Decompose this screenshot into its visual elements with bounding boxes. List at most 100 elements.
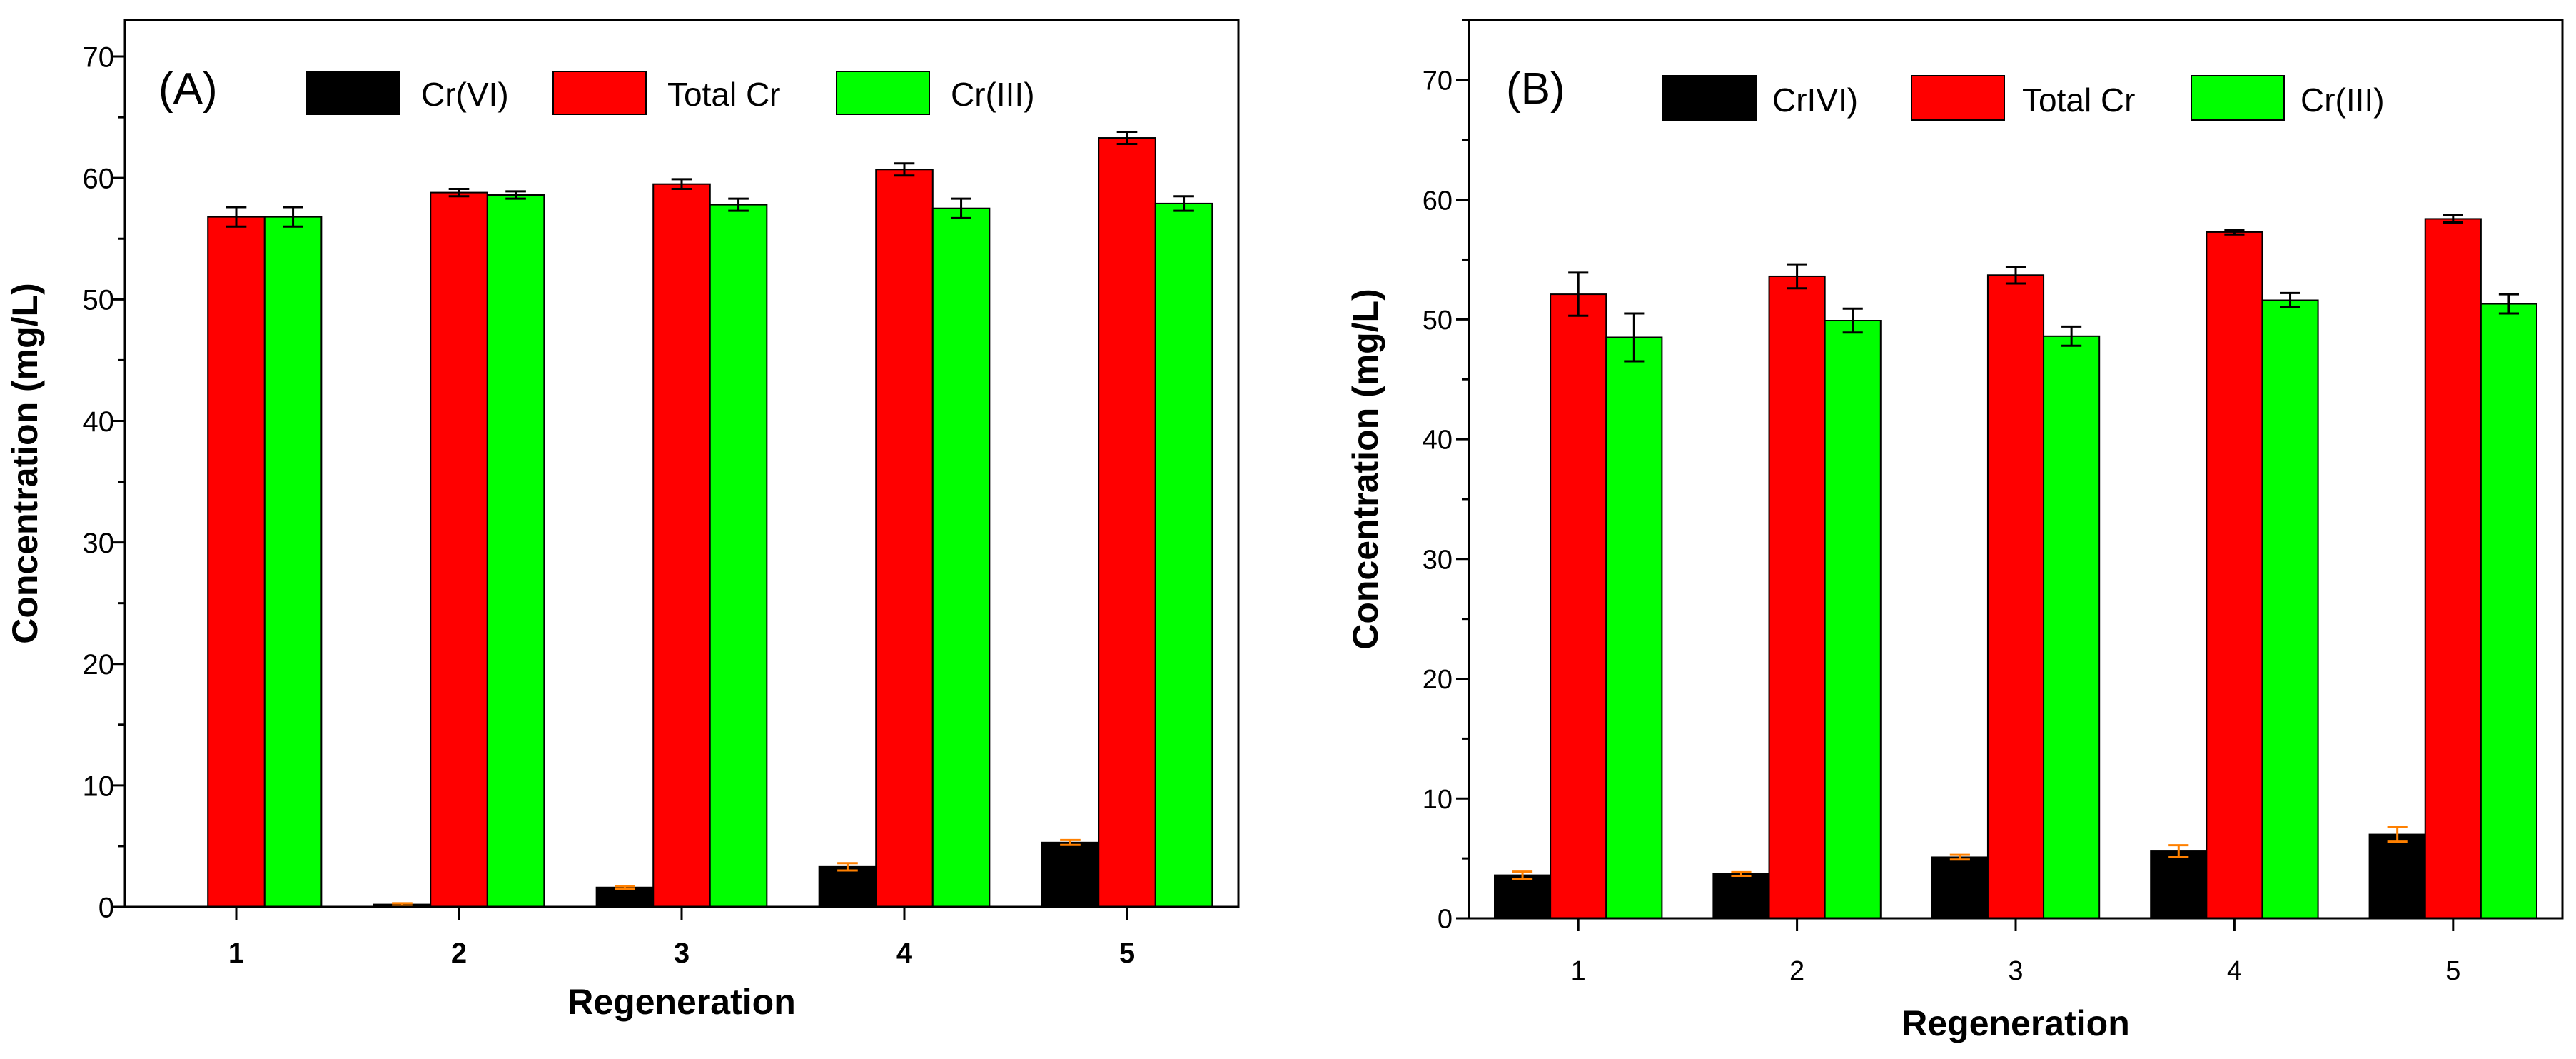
bar-cr-iii--1 — [263, 216, 323, 908]
panel-label: (A) — [158, 64, 218, 114]
error-bar-cr-iii--2 — [505, 190, 526, 200]
bar-total-cr-4 — [2206, 231, 2263, 919]
legend-swatch-total-cr — [1911, 75, 2005, 121]
error-bar-total-cr-3 — [2005, 266, 2026, 285]
error-bar-total-cr-1 — [1568, 271, 1589, 317]
error-bar-cr-iii--3 — [2061, 325, 2082, 347]
y-tick-label-10: 10 — [1423, 785, 1453, 815]
y-axis-title: Concentration (mg/L) — [1345, 288, 1385, 650]
bar-cr-iii--4 — [931, 207, 991, 908]
y-tick-label-0: 0 — [1438, 905, 1453, 935]
x-tick-label-2: 2 — [1789, 956, 1804, 986]
bar-total-cr-5 — [1098, 137, 1156, 908]
bar-cr-vi--5 — [1041, 841, 1100, 908]
error-bar-cr-iii--1 — [1624, 312, 1645, 363]
legend-label-crivi-: CrIVI) — [1772, 81, 1858, 119]
bar-crivi--2 — [1712, 873, 1770, 920]
y-tick-label-40: 40 — [83, 406, 115, 438]
bar-cr-iii--5 — [1154, 202, 1213, 908]
y-tick-label-30: 30 — [1423, 545, 1453, 575]
y-tick-label-20: 20 — [1423, 665, 1453, 695]
y-tick-label-10: 10 — [83, 771, 115, 802]
chart-panel-b: 0 10 20 30 40 50 60 70 1 2 3 4 5 Regeneration Concentr… — [1345, 19, 2564, 1043]
legend-swatch-cr-vi- — [306, 71, 400, 115]
bar-total-cr-3 — [652, 183, 711, 908]
bar-crivi--4 — [2150, 850, 2208, 919]
y-tick-label-60: 60 — [1423, 186, 1453, 216]
bar-crivi--3 — [1931, 856, 1989, 920]
legend-swatch-cr-iii- — [2191, 75, 2285, 121]
error-bar-cr-iii--2 — [1842, 307, 1863, 334]
error-bar-crivi--4 — [2168, 844, 2189, 858]
legend-swatch-cr-iii- — [836, 71, 930, 115]
x-axis-title: Regeneration — [1901, 1003, 2130, 1043]
error-bar-total-cr-5 — [2443, 214, 2463, 224]
error-bar-cr-vi--2 — [392, 902, 413, 907]
x-axis-title: Regeneration — [567, 982, 796, 1022]
x-tick-label-4: 4 — [896, 938, 913, 969]
error-bar-total-cr-3 — [671, 178, 692, 190]
bar-cr-iii--3 — [2043, 335, 2101, 920]
error-bar-cr-iii--1 — [283, 206, 303, 228]
bar-cr-iii--4 — [2261, 299, 2319, 920]
bar-crivi--5 — [2368, 833, 2426, 919]
y-tick-label-70: 70 — [83, 41, 115, 73]
legend-label-cr-iii-: Cr(III) — [2300, 81, 2385, 119]
legend-swatch-total-cr — [552, 71, 647, 115]
error-bar-cr-iii--4 — [951, 197, 971, 219]
legend-label-total-cr: Total Cr — [667, 76, 780, 113]
error-bar-cr-iii--5 — [1173, 195, 1194, 212]
bar-total-cr-3 — [1986, 274, 2045, 920]
error-bar-cr-iii--3 — [728, 197, 749, 212]
x-tick-label-5: 5 — [2445, 956, 2460, 986]
error-bar-total-cr-2 — [1787, 263, 1807, 290]
y-tick-label-50: 50 — [1423, 306, 1453, 336]
panel-label: (B) — [1506, 64, 1565, 114]
error-bar-cr-vi--4 — [837, 862, 858, 872]
x-tick-label-3: 3 — [674, 938, 690, 969]
error-bar-cr-iii--5 — [2498, 293, 2519, 315]
bar-cr-iii--2 — [1824, 320, 1882, 919]
error-bar-crivi--2 — [1731, 870, 1752, 877]
x-tick-label-1: 1 — [228, 938, 244, 969]
error-bar-total-cr-4 — [2224, 229, 2245, 236]
bar-cr-vi--3 — [595, 886, 655, 908]
legend: CrIVI) Total Cr Cr(III) — [1662, 75, 2385, 121]
bar-total-cr-5 — [2424, 218, 2482, 920]
x-tick-label-1: 1 — [1571, 956, 1586, 986]
x-tick-label-2: 2 — [451, 938, 467, 969]
x-tick-label-3: 3 — [2008, 956, 2023, 986]
legend-label-cr-vi-: Cr(VI) — [421, 76, 509, 113]
y-tick-label-0: 0 — [99, 892, 114, 923]
y-tick-label-40: 40 — [1423, 426, 1453, 456]
bar-cr-iii--5 — [2480, 303, 2537, 919]
bar-cr-vi--4 — [818, 865, 877, 908]
error-bar-crivi--3 — [1949, 853, 1970, 861]
bar-crivi--1 — [1494, 874, 1552, 919]
bar-total-cr-2 — [1768, 275, 1826, 919]
bar-total-cr-4 — [875, 169, 934, 908]
y-tick-label-30: 30 — [83, 528, 115, 559]
error-bar-cr-vi--5 — [1060, 838, 1081, 846]
bar-total-cr-1 — [207, 216, 266, 908]
y-tick-label-20: 20 — [83, 649, 115, 681]
bar-total-cr-1 — [1550, 293, 1607, 920]
y-tick-label-70: 70 — [1423, 66, 1453, 96]
y-tick-label-50: 50 — [83, 285, 115, 316]
error-bar-total-cr-2 — [448, 187, 470, 198]
error-bar-total-cr-5 — [1116, 131, 1138, 146]
error-bar-cr-iii--4 — [2280, 291, 2300, 309]
bar-cr-iii--1 — [1605, 336, 1663, 919]
error-bar-total-cr-4 — [894, 162, 915, 177]
x-tick-label-4: 4 — [2227, 956, 2242, 986]
error-bar-cr-vi--3 — [615, 885, 635, 890]
y-axis-title: Concentration (mg/L) — [5, 283, 45, 644]
error-bar-crivi--5 — [2387, 826, 2408, 843]
bar-cr-iii--2 — [486, 194, 545, 908]
legend-label-cr-iii-: Cr(III) — [951, 76, 1035, 113]
chart-panel-a: 0 10 20 30 40 50 60 70 1 2 3 4 5 Regeneration Concentr… — [5, 19, 1240, 1022]
legend-label-total-cr: Total Cr — [2022, 81, 2135, 119]
error-bar-total-cr-1 — [226, 206, 247, 228]
bar-cr-iii--3 — [709, 204, 768, 908]
